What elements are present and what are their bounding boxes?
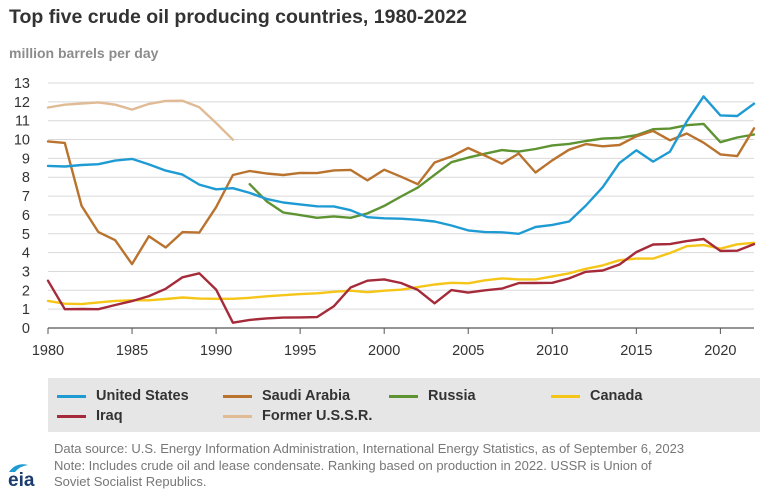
y-tick-label: 3 [22,264,30,280]
legend-item-iraq: Iraq [57,408,123,424]
legend-label: Saudi Arabia [262,388,351,404]
x-tick-label: 2015 [620,343,652,359]
legend-label: Iraq [96,408,123,424]
eia-logo: eia [8,464,35,491]
legend-swatch-canada [551,394,580,398]
legend-item-canada: Canada [551,388,642,404]
y-tick-label: 1 [22,302,30,318]
x-tick-label: 1985 [116,343,148,359]
y-tick-label: 0 [22,321,30,337]
note-line: Note: Includes crude oil and lease conde… [54,457,652,473]
legend-item-russia: Russia [389,388,476,404]
y-tick-label: 12 [14,95,30,111]
x-tick-label: 1990 [200,343,232,359]
chart-title: Top five crude oil producing countries, … [9,6,468,28]
x-tick-label: 1995 [284,343,316,359]
legend-item-saudi-arabia: Saudi Arabia [223,388,350,404]
y-axis-units-label: million barrels per day [9,45,159,61]
note-line: Soviet Socialist Republics. [54,474,207,489]
y-tick-label: 7 [22,189,30,205]
y-tick-label: 10 [14,133,30,149]
series-line-former-u-s-s-r [46,99,235,141]
x-tick-label: 2005 [452,343,484,359]
x-axis: 1980 1985 1990 1995 2000 2005 2010 2015 2020 [32,327,754,359]
logo-swoosh-icon [9,464,28,472]
legend-item-united-states: United States [57,388,189,404]
x-tick-label: 1980 [32,343,64,359]
y-tick-label: 11 [15,114,30,130]
series-lines [46,95,756,324]
x-tick-label: 2020 [704,343,736,359]
series-line-united-states [46,95,756,236]
legend-swatch-iraq [57,414,86,418]
legend-swatch-former-ussr [223,414,252,418]
logo-text: eia [8,470,35,491]
legend-label: Canada [590,388,643,404]
legend-label: Russia [428,388,476,404]
legend-label: Former U.S.S.R. [262,408,373,424]
legend-label: United States [96,388,189,404]
y-tick-label: 13 [14,76,30,92]
y-tick-label: 4 [22,246,30,262]
legend-item-former-ussr: Former U.S.S.R. [223,408,372,424]
series-line-iraq [46,237,756,324]
series-line-saudi-arabia [46,127,756,266]
y-tick-label: 9 [22,151,30,167]
y-tick-label: 8 [22,170,30,186]
series-line-canada [46,241,756,306]
source-line: Data source: U.S. Energy Information Adm… [54,441,685,456]
source-note: Data source: U.S. Energy Information Adm… [54,441,684,491]
y-tick-label: 6 [22,208,30,224]
y-tick-label: 5 [22,227,30,243]
legend-swatch-united-states [57,394,86,398]
x-tick-label: 2010 [536,343,568,359]
x-tick-label: 2000 [368,343,400,359]
series-line-russia [248,122,756,220]
y-tick-label: 2 [22,283,30,299]
gridlines [48,82,754,310]
legend: United States Saudi Arabia Russia Canada… [48,378,760,432]
legend-swatch-russia [389,394,418,398]
legend-swatch-saudi-arabia [223,394,252,398]
